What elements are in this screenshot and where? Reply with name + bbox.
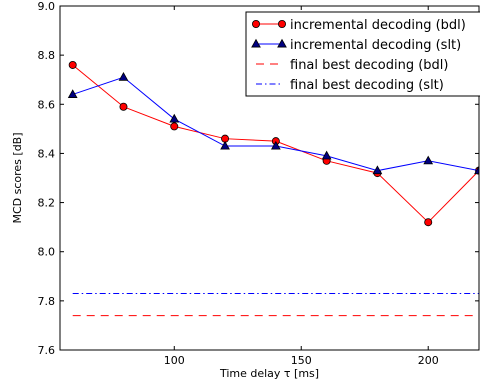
x-tick-label-100: 100 bbox=[164, 354, 185, 367]
x-tick-label-200: 200 bbox=[418, 354, 439, 367]
series-2-point-6 bbox=[321, 150, 332, 160]
y-tick-label-8.2: 8.2 bbox=[38, 197, 56, 210]
plot-area bbox=[67, 60, 479, 317]
legend-label-1: incremental decoding (bdl) bbox=[290, 18, 466, 33]
series-2-point-1 bbox=[67, 89, 78, 98]
legend-entry-1: incremental decoding (bdl) bbox=[251, 18, 466, 33]
legend-marker-1-1 bbox=[251, 19, 260, 28]
x-axis-label: Time delay τ [ms] bbox=[219, 367, 319, 380]
axes: 100 150 200 7.6 7.8 8.0 8.2 8.4 8.6 8.8 9.0 bbox=[38, 0, 480, 367]
y-tick-label-7.8: 7.8 bbox=[38, 295, 56, 308]
series-1-point-3 bbox=[170, 122, 179, 131]
series-2-point-8 bbox=[423, 155, 434, 165]
y-tick-label-8.8: 8.8 bbox=[38, 49, 56, 62]
legend-entry-3: final best decoding (bdl) bbox=[256, 58, 449, 73]
axes-frame bbox=[59, 5, 480, 351]
legend-entry-4: final best decoding (slt) bbox=[256, 78, 444, 93]
legend-marker-2-2 bbox=[277, 38, 287, 48]
series-2-point-9 bbox=[474, 165, 479, 175]
series-2 bbox=[67, 72, 479, 175]
legend: incremental decoding (bdl) incremental de… bbox=[245, 11, 480, 97]
series-1-point-2 bbox=[119, 102, 128, 111]
series-1-point-8 bbox=[424, 218, 433, 227]
y-tick-label-8.4: 8.4 bbox=[38, 147, 56, 160]
y-tick-label-8: 8.0 bbox=[38, 246, 56, 259]
series-2-point-3 bbox=[169, 113, 180, 123]
legend-marker-2-1 bbox=[251, 38, 261, 48]
legend-entry-2: incremental decoding (slt) bbox=[251, 38, 461, 53]
y-tick-label-7.6: 7.6 bbox=[38, 344, 56, 357]
y-tick-label-9: 9.0 bbox=[38, 0, 56, 13]
legend-marker-1-2 bbox=[277, 19, 286, 28]
series-2-point-4 bbox=[220, 140, 230, 150]
series-2-point-7 bbox=[372, 165, 383, 175]
x-tick-label-150: 150 bbox=[291, 354, 312, 367]
y-tick-label-8.6: 8.6 bbox=[38, 98, 56, 111]
y-axis-label: MCD scores [dB] bbox=[11, 132, 24, 223]
series-2-point-2 bbox=[118, 72, 129, 81]
series-2-point-5 bbox=[270, 140, 281, 150]
legend-label-4: final best decoding (slt) bbox=[290, 78, 444, 93]
series-1-point-1 bbox=[68, 60, 77, 69]
legend-label-3: final best decoding (bdl) bbox=[290, 58, 449, 73]
legend-label-2: incremental decoding (slt) bbox=[290, 38, 461, 53]
